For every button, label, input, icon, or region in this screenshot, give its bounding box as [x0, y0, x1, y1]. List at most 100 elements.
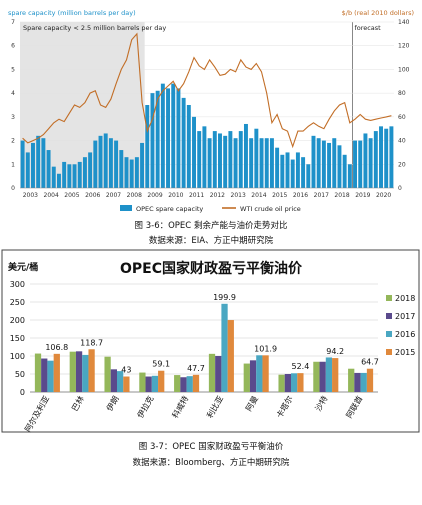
spare-capacity-bar: [259, 138, 264, 188]
spare-capacity-bar: [160, 83, 165, 188]
legend-label: 2016: [395, 330, 415, 339]
breakeven-bar: [192, 374, 200, 392]
spare-capacity-bar: [389, 126, 394, 188]
spare-capacity-bar: [202, 126, 207, 188]
spare-capacity-bar: [363, 133, 368, 188]
top-x-tick: 2015: [272, 192, 287, 199]
legend-label: 2015: [395, 348, 415, 357]
breakeven-data-label: 52.4: [291, 362, 309, 371]
spare-capacity-bar: [145, 105, 150, 188]
breakeven-data-label: 43: [121, 366, 131, 375]
spare-capacity-bar: [129, 159, 134, 188]
breakeven-bar: [325, 357, 333, 392]
breakeven-bar: [319, 361, 326, 392]
breakeven-bar: [249, 360, 257, 392]
breakeven-bar: [227, 320, 234, 392]
breakeven-bar: [291, 373, 298, 392]
breakeven-data-label: 118.7: [80, 338, 103, 347]
right-axis-ticks: 0 20 40 60 80 100 120 140: [398, 19, 410, 192]
left-axis-ticks: 0 1 2 3 4 5 6 7: [11, 19, 15, 192]
legend-swatch-spare-capacity: [120, 205, 132, 211]
left-axis-label: spare capacity (million barrels per day): [8, 9, 136, 17]
spare-capacity-bar: [332, 138, 337, 188]
breakeven-data-label: 199.9: [213, 293, 236, 302]
top-x-tick: 2003: [23, 192, 38, 199]
top-x-tick: 2010: [168, 192, 183, 199]
spare-capacity-bar: [181, 97, 186, 188]
spare-capacity-bar: [358, 140, 363, 188]
spare-capacity-bar: [114, 140, 119, 188]
breakeven-bar: [215, 356, 222, 392]
right-axis-tick: 40: [398, 138, 406, 145]
bottom-y-axis-ticks: 0 50 100 150 200 250 300: [10, 280, 25, 397]
spare-capacity-bar: [353, 140, 358, 188]
shaded-region-label: Spare capacity < 2.5 million barrels per…: [23, 24, 166, 32]
spare-capacity-bar: [25, 152, 30, 188]
top-x-axis-ticks: 2003 2004 2005 2006 2007 2008 2009 2010 2011 2012…: [23, 192, 392, 199]
spare-capacity-bar: [384, 128, 389, 188]
bottom-y-tick: 100: [10, 352, 25, 361]
top-x-tick: 2018: [334, 192, 349, 199]
spare-capacity-bar: [243, 123, 248, 188]
left-axis-tick: 3: [11, 114, 15, 121]
spare-capacity-bar: [51, 166, 56, 188]
breakeven-data-label: 101.9: [254, 344, 277, 353]
breakeven-bar: [256, 355, 263, 392]
breakeven-bar: [47, 360, 54, 392]
spare-capacity-bar: [301, 157, 306, 188]
spare-capacity-bar: [41, 138, 46, 188]
breakeven-bar: [34, 353, 42, 392]
breakeven-bar: [354, 372, 361, 392]
breakeven-bar: [180, 377, 187, 392]
spare-capacity-bar: [311, 135, 316, 188]
breakeven-bar: [284, 374, 291, 392]
spare-capacity-bar: [285, 152, 290, 188]
breakeven-bar: [221, 303, 228, 392]
breakeven-bar: [123, 376, 130, 392]
spare-capacity-bar: [98, 135, 103, 188]
legend-swatch: [386, 349, 392, 355]
spare-capacity-bar: [280, 154, 285, 188]
spare-capacity-bars: [20, 83, 394, 188]
spare-capacity-bar: [36, 135, 41, 188]
spare-capacity-bar: [223, 135, 228, 188]
top-x-tick: 2009: [147, 192, 162, 199]
bottom-y-tick: 250: [10, 298, 25, 307]
bottom-y-tick: 150: [10, 334, 25, 343]
spare-capacity-bar: [337, 145, 342, 188]
spare-capacity-bar: [134, 157, 139, 188]
breakeven-bar: [117, 371, 124, 392]
top-x-tick: 2016: [293, 192, 308, 199]
spare-capacity-bar: [233, 138, 238, 188]
spare-capacity-bar: [186, 105, 191, 188]
breakeven-bar: [88, 349, 95, 392]
spare-capacity-bar: [192, 116, 196, 188]
spare-capacity-bar: [93, 140, 98, 188]
spare-capacity-bar: [88, 152, 93, 188]
spare-capacity-bar: [254, 128, 259, 188]
spare-capacity-bar: [176, 88, 181, 188]
spare-capacity-bar: [321, 140, 326, 188]
left-axis-tick: 4: [11, 90, 15, 97]
breakeven-bar: [186, 376, 193, 392]
spare-capacity-bar: [347, 164, 352, 188]
left-axis-tick: 5: [11, 66, 15, 73]
top-x-tick: 2007: [106, 192, 121, 199]
breakeven-bar: [313, 361, 320, 392]
spare-capacity-bar: [249, 138, 254, 188]
breakeven-bar: [145, 376, 152, 392]
breakeven-bar: [110, 369, 117, 392]
breakeven-bar: [69, 351, 76, 392]
spare-capacity-bar: [124, 157, 129, 188]
right-axis-label: $/b (real 2010 dollars): [342, 9, 414, 17]
breakeven-bar: [348, 368, 355, 392]
breakeven-bar: [104, 356, 111, 392]
breakeven-bars: [34, 303, 374, 392]
spare-capacity-bar: [327, 142, 332, 188]
top-x-tick: 2013: [231, 192, 246, 199]
spare-capacity-bar: [46, 150, 51, 188]
spare-capacity-bar: [306, 164, 311, 188]
spare-capacity-bar: [379, 126, 383, 188]
breakeven-data-label: 47.7: [187, 364, 205, 373]
